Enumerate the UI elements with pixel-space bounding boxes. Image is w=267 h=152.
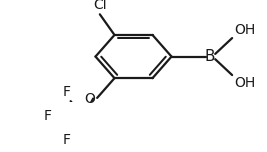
- Text: F: F: [63, 133, 71, 147]
- Text: B: B: [205, 49, 215, 64]
- Text: OH: OH: [234, 23, 255, 37]
- Text: F: F: [63, 85, 71, 98]
- Text: F: F: [44, 109, 52, 123]
- Text: Cl: Cl: [93, 0, 107, 12]
- Text: OH: OH: [234, 76, 255, 90]
- Text: O: O: [84, 92, 95, 105]
